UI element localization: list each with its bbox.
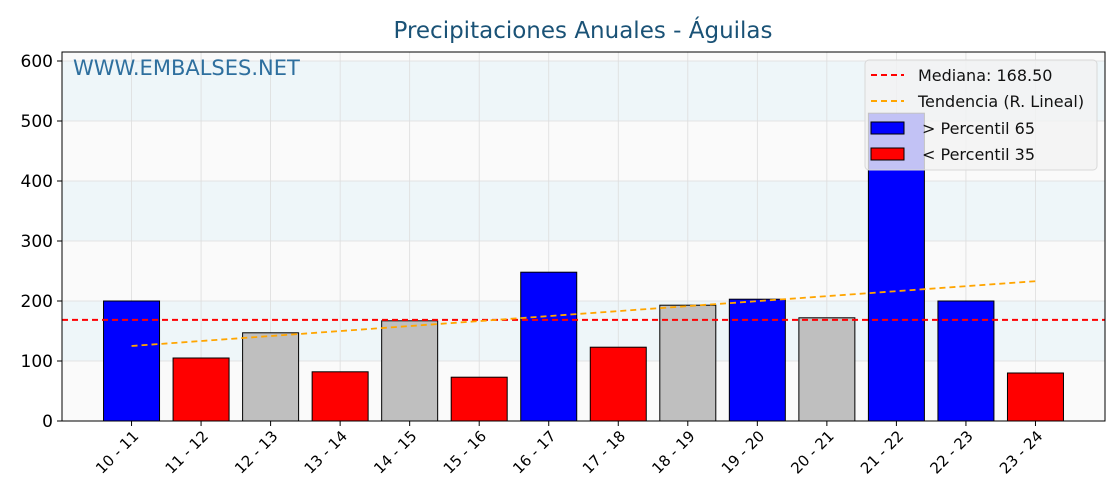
x-tick-label: 12 - 13 [231, 427, 281, 477]
background-band [62, 52, 1105, 61]
watermark: WWW.EMBALSES.NET [73, 56, 300, 80]
chart-title: Precipitaciones Anuales - Águilas [393, 16, 772, 44]
bar-17-18 [589, 346, 647, 422]
legend: Mediana: 168.50 Tendencia (R. Lineal) > … [864, 59, 1098, 171]
bar-11-12 [172, 357, 230, 422]
background-band [62, 241, 1105, 301]
x-tick-label: 11 - 12 [162, 427, 212, 477]
y-tick-label: 300 [21, 232, 53, 252]
legend-low-label: < Percentil 35 [922, 145, 1035, 164]
legend-low-swatch [870, 147, 905, 161]
bar-22-23 [937, 300, 995, 422]
background-band [62, 361, 1105, 421]
bar-10-11 [103, 300, 161, 422]
bar-13-14 [311, 371, 369, 422]
x-tick-label: 13 - 14 [301, 427, 351, 477]
legend-high-swatch [870, 121, 905, 135]
bar-23-24 [1006, 372, 1064, 422]
y-tick-label: 0 [42, 412, 53, 432]
x-tick-label: 15 - 16 [440, 427, 490, 477]
y-tick-label: 200 [21, 292, 53, 312]
bar-18-19 [659, 304, 717, 422]
y-tick-label: 600 [21, 52, 53, 72]
background-band [62, 301, 1105, 361]
x-tick-label: 22 - 23 [926, 427, 976, 477]
x-tick-label: 18 - 19 [648, 427, 698, 477]
y-tick-label: 500 [21, 112, 53, 132]
plot-frame [61, 51, 1106, 422]
bar-20-21 [798, 317, 856, 422]
x-tick-label: 17 - 18 [579, 427, 629, 477]
bar-19-20 [728, 298, 786, 422]
x-tick-label: 14 - 15 [370, 427, 420, 477]
legend-trend-label: Tendencia (R. Lineal) [917, 92, 1084, 111]
x-tick-label: 21 - 22 [857, 427, 907, 477]
x-tick-label: 23 - 24 [996, 427, 1046, 477]
x-tick-label: 20 - 21 [787, 427, 837, 477]
bar-12-13 [242, 332, 300, 422]
bar-15-16 [450, 376, 508, 422]
legend-high-label: > Percentil 65 [922, 119, 1035, 138]
y-tick-label: 100 [21, 352, 53, 372]
bar-16-17 [520, 271, 578, 422]
background-band [62, 181, 1105, 241]
legend-median-label: Mediana: 168.50 [918, 66, 1052, 85]
bar-14-15 [381, 320, 439, 422]
x-tick-label: 10 - 11 [92, 427, 142, 477]
trend-line [131, 280, 1036, 347]
y-tick-label: 400 [21, 172, 53, 192]
x-tick-label: 16 - 17 [509, 427, 559, 477]
x-tick-label: 19 - 20 [718, 427, 768, 477]
